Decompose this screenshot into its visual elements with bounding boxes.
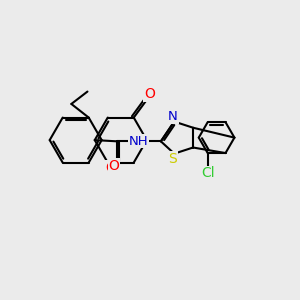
Text: O: O bbox=[144, 87, 155, 101]
Text: O: O bbox=[109, 159, 119, 173]
Text: S: S bbox=[169, 152, 177, 166]
Text: O: O bbox=[105, 161, 116, 175]
Text: N: N bbox=[168, 110, 178, 123]
Text: Cl: Cl bbox=[201, 167, 214, 180]
Text: NH: NH bbox=[129, 135, 148, 148]
